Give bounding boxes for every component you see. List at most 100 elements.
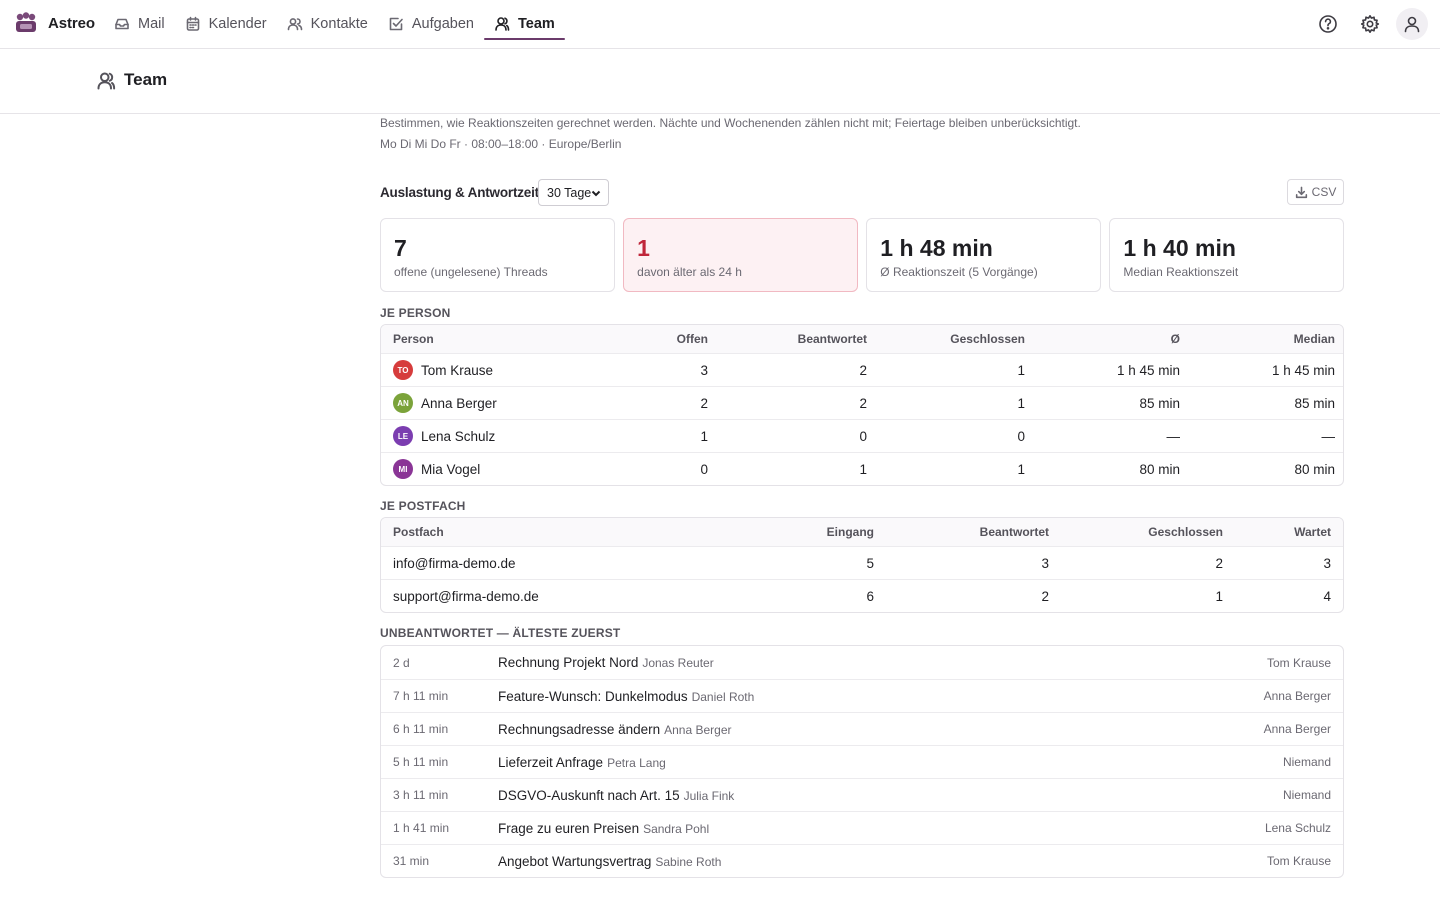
median-time: — xyxy=(1321,428,1336,444)
column-header-waiting[interactable]: Wartet xyxy=(1294,525,1331,539)
per-mailbox-table: Postfach Eingang Beantwortet Geschlossen… xyxy=(380,517,1344,613)
tasks-icon xyxy=(389,17,403,31)
thread-subject-cell: DSGVO-Auskunft nach Art. 15 Julia Fink xyxy=(498,788,1143,803)
column-header-median[interactable]: Median xyxy=(1293,332,1335,346)
table-row[interactable]: LE Lena Schulz 1 0 0 — — xyxy=(381,419,1343,452)
gear-icon xyxy=(1360,15,1380,33)
thread-sender: Anna Berger xyxy=(664,722,732,737)
page-title: Team xyxy=(124,70,168,89)
contacts-icon xyxy=(287,18,302,31)
nav-item-kalender[interactable]: Kalender xyxy=(175,0,277,48)
open-count: 1 xyxy=(700,428,708,444)
column-header-closed[interactable]: Geschlossen xyxy=(1148,525,1223,539)
nav-item-kontakte[interactable]: Kontakte xyxy=(277,0,378,48)
column-header-person[interactable]: Person xyxy=(393,332,434,346)
top-navigation-bar: Astreo Mail Kalender Kontakte Aufgaben T… xyxy=(0,0,1440,49)
waiting-count: 3 xyxy=(1323,555,1331,571)
thread-age: 31 min xyxy=(393,854,430,868)
person-cell: AN Anna Berger xyxy=(381,393,551,413)
csv-export-label: CSV xyxy=(1311,185,1337,199)
user-menu-button[interactable] xyxy=(1396,8,1428,40)
list-item[interactable]: 3 h 11 min DSGVO-Auskunft nach Art. 15 Ju… xyxy=(381,778,1343,811)
table-row[interactable]: support@firma-demo.de 6 2 1 4 xyxy=(381,579,1343,612)
column-header-avg[interactable]: Ø xyxy=(1170,332,1180,346)
help-button[interactable] xyxy=(1312,8,1344,40)
list-item[interactable]: 31 min Angebot Wartungsvertrag Sabine Rot… xyxy=(381,844,1343,877)
avatar: AN xyxy=(393,393,413,413)
thread-age: 3 h 11 min xyxy=(393,788,449,802)
kpi-card-open-threads: 7 offene (ungelesene) Threads xyxy=(380,218,615,292)
thread-age: 7 h 11 min xyxy=(393,689,449,703)
stats-section-title: Auslastung & Antwortzeit xyxy=(380,185,539,200)
thread-subject-cell: Angebot Wartungsvertrag Sabine Roth xyxy=(498,854,1143,869)
thread-subject-cell: Rechnungsadresse ändern Anna Berger xyxy=(498,722,1143,737)
mail-icon xyxy=(115,18,129,30)
nav-label: Kalender xyxy=(208,16,267,32)
column-header-closed[interactable]: Geschlossen xyxy=(950,332,1025,346)
kpi-card-median-response: 1 h 40 min Median Reaktionszeit xyxy=(1109,218,1344,292)
kpi-value: 7 xyxy=(394,235,407,261)
working-hours-summary: Mo Di Mi Do Fr · 08:00–18:00 · Europe/Be… xyxy=(380,137,622,151)
nav-item-team[interactable]: Team xyxy=(483,0,565,48)
thread-assignee: Anna Berger xyxy=(1263,722,1331,736)
thread-subject: Lieferzeit Anfrage xyxy=(498,754,604,770)
period-select[interactable]: 30 Tage xyxy=(538,179,609,206)
unanswered-list: 2 d Rechnung Projekt Nord Jonas Reuter To… xyxy=(380,645,1344,878)
kpi-label: Median Reaktionszeit xyxy=(1123,265,1239,279)
per-person-title: JE PERSON xyxy=(380,306,451,320)
user-icon xyxy=(1404,16,1420,33)
settings-button[interactable] xyxy=(1354,8,1386,40)
answered-count: 1 xyxy=(859,461,867,477)
column-header-answered[interactable]: Beantwortet xyxy=(979,525,1049,539)
answered-count: 0 xyxy=(859,428,867,444)
column-header-answered[interactable]: Beantwortet xyxy=(797,332,867,346)
list-item[interactable]: 6 h 11 min Rechnungsadresse ändern Anna B… xyxy=(381,712,1343,745)
avatar: TO xyxy=(393,360,413,380)
nav-label: Team xyxy=(517,16,555,32)
table-row[interactable]: TO Tom Krause 3 2 1 1 h 45 min 1 h 45 mi… xyxy=(381,353,1343,386)
thread-sender: Julia Fink xyxy=(683,788,735,803)
kpi-card-avg-response: 1 h 48 min Ø Reaktionszeit (5 Vorgänge) xyxy=(866,218,1101,292)
closed-count: 2 xyxy=(1215,555,1223,571)
answered-count: 2 xyxy=(1041,588,1049,604)
nav-item-mail[interactable]: Mail xyxy=(104,0,175,48)
waiting-count: 4 xyxy=(1323,588,1331,604)
unanswered-title: UNBEANTWORTET — ÄLTESTE ZUERST xyxy=(380,626,621,640)
thread-subject: DSGVO-Auskunft nach Art. 15 xyxy=(498,787,680,803)
per-person-table: Person Offen Beantwortet Geschlossen Ø M… xyxy=(380,324,1344,486)
table-row[interactable]: AN Anna Berger 2 2 1 85 min 85 min xyxy=(381,386,1343,419)
table-row[interactable]: MI Mia Vogel 0 1 1 80 min 80 min xyxy=(381,452,1343,485)
csv-export-button[interactable]: CSV xyxy=(1287,179,1344,205)
thread-subject-cell: Feature-Wunsch: Dunkelmodus Daniel Roth xyxy=(498,689,1143,704)
answered-count: 3 xyxy=(1041,555,1049,571)
column-header-open[interactable]: Offen xyxy=(676,332,708,346)
thread-sender: Sabine Roth xyxy=(655,854,722,869)
table-row[interactable]: info@firma-demo.de 5 3 2 3 xyxy=(381,546,1343,579)
kpi-cards: 7 offene (ungelesene) Threads 1 davon äl… xyxy=(380,218,1344,292)
main-nav: Mail Kalender Kontakte Aufgaben Team xyxy=(104,0,565,48)
team-icon xyxy=(97,72,116,90)
thread-assignee: Niemand xyxy=(1282,755,1331,769)
page-header: Team xyxy=(0,49,1440,114)
brand[interactable]: Astreo xyxy=(14,11,95,35)
column-header-mailbox[interactable]: Postfach xyxy=(393,525,444,539)
list-item[interactable]: 5 h 11 min Lieferzeit Anfrage Petra Lang … xyxy=(381,745,1343,778)
thread-subject-cell: Lieferzeit Anfrage Petra Lang xyxy=(498,755,1143,770)
inbox-count: 6 xyxy=(866,588,874,604)
stats-toolbar: Auslastung & Antwortzeit 30 Tage CSV xyxy=(380,179,1344,206)
person-cell: MI Mia Vogel xyxy=(381,459,551,479)
answered-count: 2 xyxy=(859,395,867,411)
list-item[interactable]: 1 h 41 min Frage zu euren Preisen Sandra … xyxy=(381,811,1343,844)
avg-time: 85 min xyxy=(1139,395,1180,411)
list-item[interactable]: 2 d Rechnung Projekt Nord Jonas Reuter To… xyxy=(381,646,1343,679)
thread-sender: Daniel Roth xyxy=(691,689,755,704)
list-item[interactable]: 7 h 11 min Feature-Wunsch: Dunkelmodus Da… xyxy=(381,679,1343,712)
kpi-label: Ø Reaktionszeit (5 Vorgänge) xyxy=(880,265,1038,279)
answered-count: 2 xyxy=(859,362,867,378)
person-cell: TO Tom Krause xyxy=(381,360,551,380)
nav-item-aufgaben[interactable]: Aufgaben xyxy=(378,0,484,48)
thread-age: 5 h 11 min xyxy=(393,755,449,769)
column-header-inbox[interactable]: Eingang xyxy=(826,525,874,539)
per-mailbox-title: JE POSTFACH xyxy=(380,499,466,513)
thread-sender: Jonas Reuter xyxy=(642,656,714,670)
